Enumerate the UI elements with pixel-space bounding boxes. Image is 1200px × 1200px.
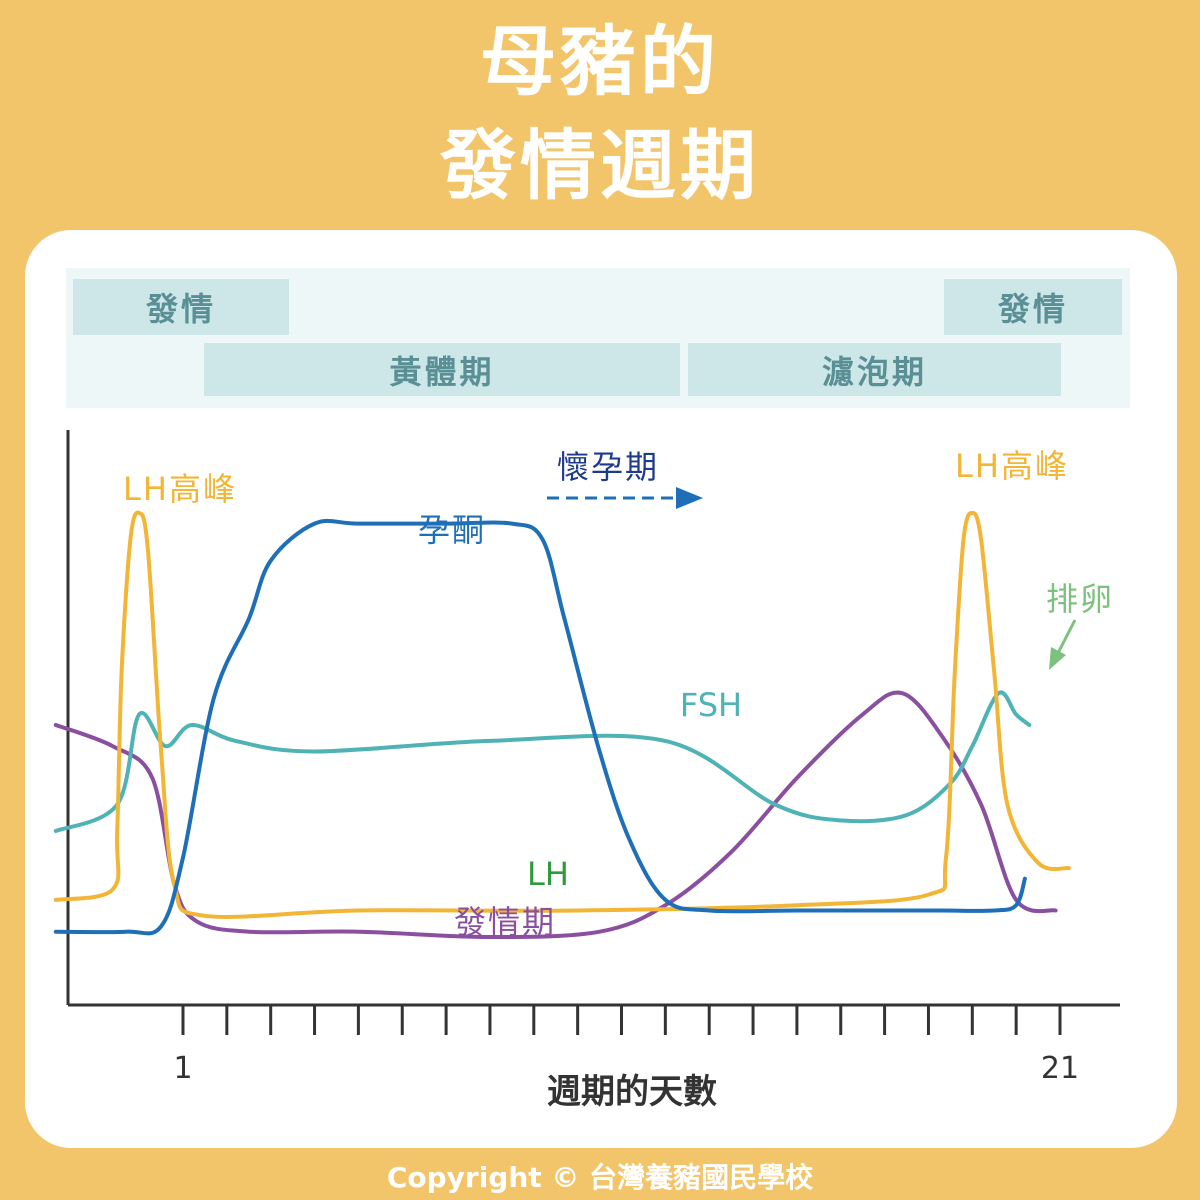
page-title-line1: 母豬的	[480, 17, 720, 106]
phase-estrus-start: 發情	[73, 279, 289, 335]
phase-follicular: 濾泡期	[688, 343, 1061, 396]
ovulation-label: 排卵	[1046, 580, 1114, 618]
lh-curve	[53, 510, 1071, 919]
pregnancy-label: 懷孕期	[557, 448, 659, 486]
progesterone-curve	[53, 518, 1027, 936]
pregnancy-arrow-head	[676, 487, 703, 509]
phase-luteal: 黃體期	[204, 343, 680, 396]
estrus-period-label: 發情期	[454, 903, 556, 941]
lh-peak-label-right: LH高峰	[955, 447, 1069, 485]
x-tick-label-1: 1	[173, 1051, 192, 1086]
ovulation-arrow-head	[1049, 647, 1066, 670]
x-tick-label-21: 21	[1041, 1051, 1079, 1086]
copyright-notice: Copyright © 台灣養豬國民學校	[386, 1161, 814, 1194]
ovulation-arrow-line	[1055, 619, 1077, 656]
x-axis-title: 週期的天數	[547, 1072, 717, 1112]
page-title-line2: 發情週期	[440, 121, 760, 210]
phase-estrus-end: 發情	[944, 279, 1122, 335]
lh-peak-label-left: LH高峰	[123, 470, 237, 508]
fsh-label: FSH	[680, 686, 742, 724]
progesterone-label: 孕酮	[418, 511, 486, 549]
lh-label: LH	[527, 855, 569, 893]
